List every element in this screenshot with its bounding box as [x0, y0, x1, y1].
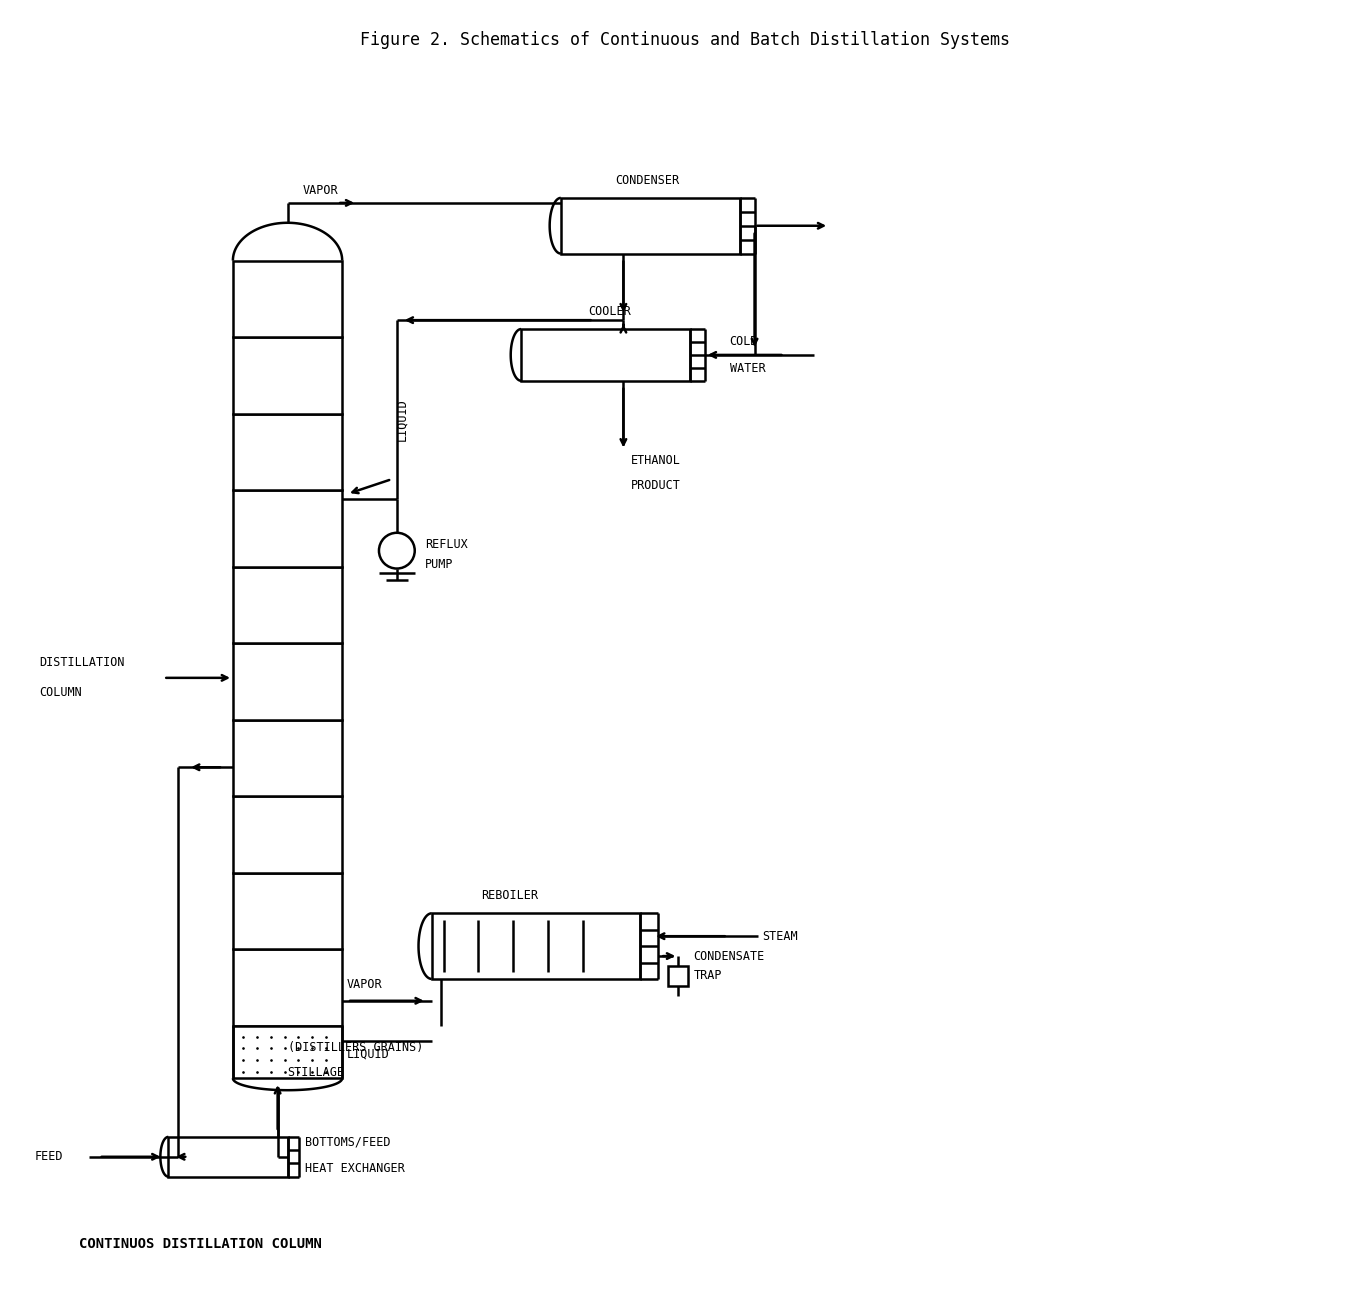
Bar — [233, 413, 342, 490]
Text: VAPOR: VAPOR — [303, 184, 338, 198]
Bar — [669, 967, 688, 986]
Text: PRODUCT: PRODUCT — [632, 479, 681, 492]
Text: Figure 2. Schematics of Continuous and Batch Distillation Systems: Figure 2. Schematics of Continuous and B… — [360, 31, 1010, 48]
Text: STILLAGE: STILLAGE — [288, 1066, 344, 1079]
Bar — [233, 490, 342, 566]
Text: CONTINUOS DISTILLATION COLUMN: CONTINUOS DISTILLATION COLUMN — [79, 1237, 322, 1252]
Text: (DISTILLERS GRAINS): (DISTILLERS GRAINS) — [288, 1041, 423, 1054]
Text: TRAP: TRAP — [695, 969, 722, 982]
Text: STEAM: STEAM — [763, 930, 799, 943]
Text: COLUMN: COLUMN — [40, 687, 82, 700]
Bar — [233, 719, 342, 797]
Text: DISTILLATION: DISTILLATION — [40, 657, 125, 670]
Bar — [432, 913, 640, 978]
Text: HEAT EXCHANGER: HEAT EXCHANGER — [306, 1163, 406, 1175]
Bar — [233, 337, 342, 413]
Text: WATER: WATER — [730, 362, 766, 375]
Bar — [233, 872, 342, 950]
Text: ETHANOL: ETHANOL — [632, 454, 681, 467]
Text: VAPOR: VAPOR — [347, 978, 382, 991]
Bar — [233, 797, 342, 872]
Text: BOTTOMS/FEED: BOTTOMS/FEED — [306, 1135, 390, 1148]
Text: REFLUX: REFLUX — [425, 538, 467, 551]
Bar — [233, 260, 342, 337]
Bar — [169, 1137, 288, 1177]
Text: COLD: COLD — [730, 335, 758, 348]
Bar — [233, 644, 342, 719]
Bar — [233, 566, 342, 644]
Bar — [233, 1025, 342, 1078]
Bar — [521, 330, 690, 381]
Bar — [560, 198, 740, 254]
Bar — [233, 950, 342, 1025]
Text: FEED: FEED — [34, 1150, 63, 1163]
Text: LIQUID: LIQUID — [396, 398, 408, 441]
Text: CONDENSATE: CONDENSATE — [693, 950, 764, 963]
Text: CONDENSER: CONDENSER — [615, 174, 680, 187]
Text: REBOILER: REBOILER — [481, 889, 538, 903]
Text: LIQUID: LIQUID — [347, 1048, 390, 1061]
Text: COOLER: COOLER — [589, 305, 632, 318]
Circle shape — [379, 532, 415, 569]
Text: PUMP: PUMP — [425, 559, 453, 572]
